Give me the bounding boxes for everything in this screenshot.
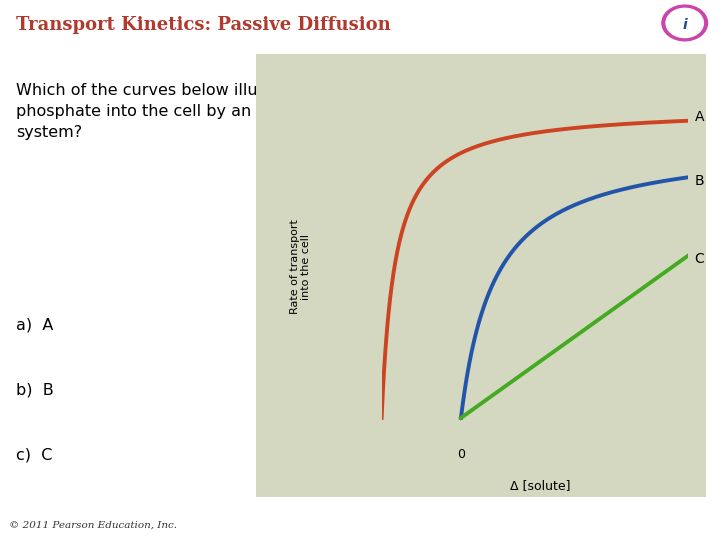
Text: Which of the curves below illustrates uptake of
phosphate into the cell by an ac: Which of the curves below illustrates up… [17,83,395,140]
Text: c)  C: c) C [17,447,53,462]
Text: 0: 0 [457,448,465,461]
Text: b)  B: b) B [17,382,54,397]
Text: Δ [solute]: Δ [solute] [510,478,570,491]
Text: C: C [694,252,704,266]
Text: A: A [694,110,704,124]
Text: a)  A: a) A [17,317,54,332]
Circle shape [662,5,708,40]
Text: © 2011 Pearson Education, Inc.: © 2011 Pearson Education, Inc. [9,521,176,530]
Text: i: i [683,18,687,32]
Circle shape [666,8,703,37]
Text: B: B [694,174,704,188]
Text: Rate of transport
into the cell: Rate of transport into the cell [289,219,312,314]
Text: Transport Kinetics: Passive Diffusion: Transport Kinetics: Passive Diffusion [16,16,390,34]
